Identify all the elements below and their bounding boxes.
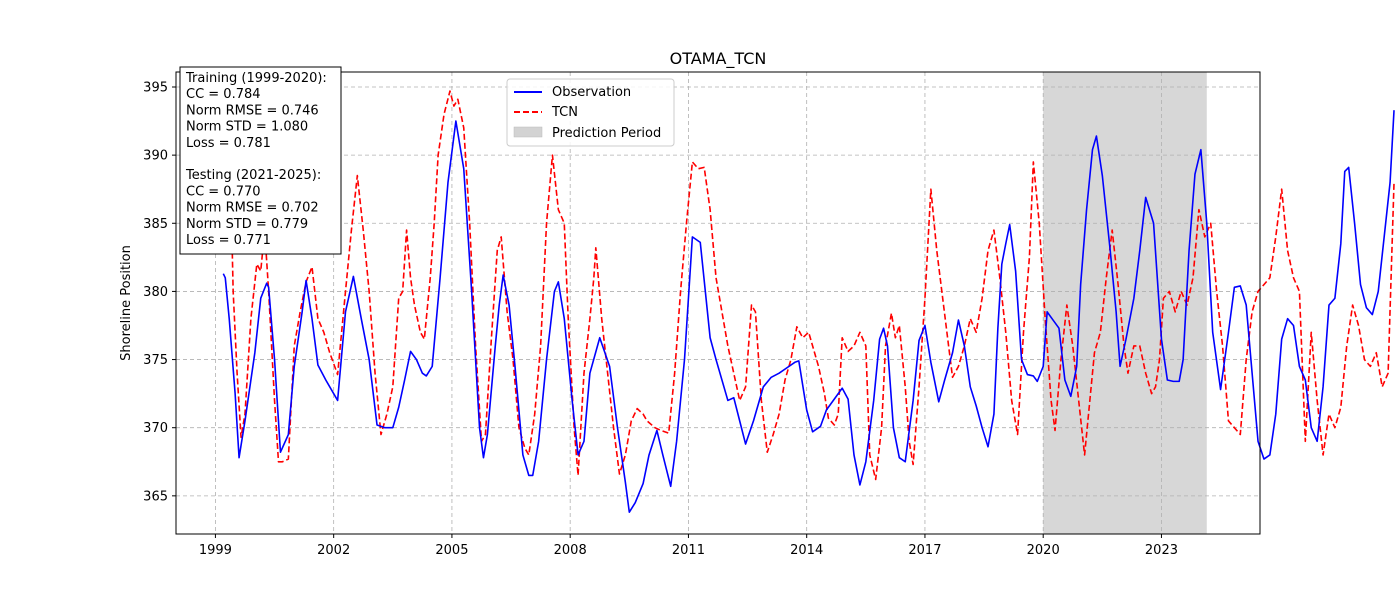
- stats-line: Norm RMSE = 0.702: [186, 201, 319, 216]
- stats-line: Loss = 0.781: [186, 136, 271, 151]
- legend-tcn-label: TCN: [551, 105, 578, 120]
- plot-frame: [175, 71, 1261, 535]
- legend: Observation TCN Prediction Period: [506, 78, 675, 147]
- x-tick-label: 2002: [317, 543, 350, 558]
- y-tick-label: 375: [143, 353, 168, 368]
- y-tick-label: 370: [143, 421, 168, 436]
- y-tick-label: 380: [143, 285, 168, 300]
- stats-box: Training (1999-2020): CC = 0.784 Norm RMSE…: [179, 66, 342, 255]
- x-tick-label: 2011: [672, 543, 705, 558]
- stats-line: CC = 0.784: [186, 87, 261, 102]
- stats-line: CC = 0.770: [186, 184, 261, 199]
- stats-line: Norm STD = 1.080: [186, 120, 308, 135]
- legend-frame: [506, 78, 675, 147]
- stats-line: Norm STD = 0.779: [186, 217, 308, 232]
- legend-prediction-swatch: [513, 126, 543, 138]
- x-tick-label: 2023: [1145, 543, 1178, 558]
- prediction-period-rect: [1043, 72, 1207, 534]
- y-tick-label: 385: [143, 217, 168, 232]
- stats-line: Testing (2021-2025):: [185, 168, 321, 183]
- x-tick-label: 1999: [199, 543, 232, 558]
- stats-line: Training (1999-2020):: [185, 71, 327, 86]
- y-tick-label: 390: [143, 149, 168, 164]
- tcn-line: [226, 90, 1395, 481]
- legend-prediction-label: Prediction Period: [552, 126, 661, 141]
- prediction-period-shade: [1043, 72, 1207, 534]
- x-tick-label: 2008: [554, 543, 587, 558]
- stats-line: Loss = 0.771: [186, 233, 271, 248]
- x-tick-label: 2020: [1027, 543, 1060, 558]
- x-tick-label: 2005: [435, 543, 468, 558]
- chart-title: OTAMA_TCN: [670, 49, 767, 69]
- observation-line: [222, 110, 1395, 513]
- x-axis-ticks: 1999 2002 2005 2008 2011 2014 2017 2020 2023: [199, 534, 1178, 558]
- y-axis-ticks: 365 370 375 380 385 390 395: [143, 80, 176, 504]
- x-tick-label: 2017: [908, 543, 941, 558]
- y-axis-label: Shoreline Position: [119, 245, 134, 361]
- legend-observation-label: Observation: [552, 85, 631, 100]
- x-tick-label: 2014: [790, 543, 823, 558]
- stats-line: Norm RMSE = 0.746: [186, 103, 319, 118]
- stats-text: Training (1999-2020): CC = 0.784 Norm RMSE…: [185, 71, 327, 248]
- series-lines: [222, 90, 1395, 513]
- y-tick-label: 365: [143, 489, 168, 504]
- y-tick-label: 395: [143, 80, 168, 95]
